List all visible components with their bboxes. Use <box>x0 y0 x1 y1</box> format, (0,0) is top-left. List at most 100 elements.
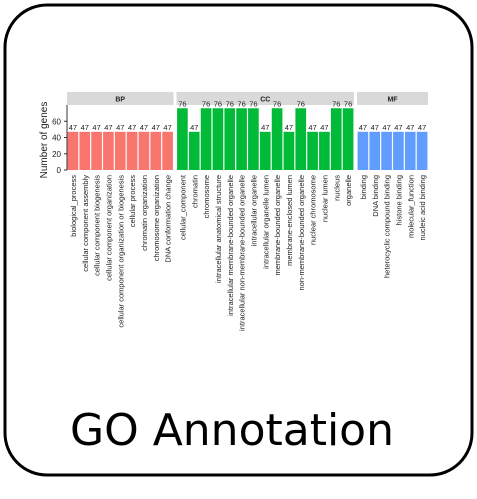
bar <box>103 131 114 170</box>
value-label: 47 <box>371 123 379 132</box>
x-tick-label: binding <box>359 175 368 199</box>
x-tick-label: non-membrane-bounded organelle <box>297 175 306 291</box>
value-label: 47 <box>152 123 160 132</box>
bar <box>393 131 404 170</box>
bar <box>114 131 126 170</box>
strip <box>357 92 428 105</box>
value-label: 47 <box>406 123 414 132</box>
value-label: 47 <box>418 123 426 132</box>
y-tick-label: 20 <box>52 150 61 159</box>
x-tick-label: cellular_component <box>178 174 187 240</box>
value-label: 47 <box>394 123 402 132</box>
value-label: 47 <box>382 123 390 132</box>
value-label: 76 <box>237 99 245 108</box>
x-tick-label: membrane-enclosed lumen <box>285 175 294 266</box>
value-label: 47 <box>128 123 136 132</box>
value-label: 47 <box>308 123 316 132</box>
x-tick-label: membrane-bounded organelle <box>273 175 282 276</box>
value-label: 47 <box>359 123 367 132</box>
bar <box>188 131 200 170</box>
x-tick-label: DNA binding <box>371 175 380 217</box>
value-label: 47 <box>285 123 293 132</box>
x-tick-label: chromosome organization <box>152 175 161 261</box>
value-label: 47 <box>81 123 89 132</box>
bar <box>271 108 283 170</box>
value-label: 47 <box>261 123 269 132</box>
bar <box>67 131 79 170</box>
card-border <box>3 3 474 477</box>
bar <box>212 108 224 170</box>
strip-label: CC <box>260 97 270 104</box>
x-tick-label: molecular_function <box>406 175 415 238</box>
y-tick-label: 0 <box>57 166 62 175</box>
value-label: 76 <box>226 99 234 108</box>
bar <box>295 108 307 170</box>
x-tick-label: cellular component organization <box>104 175 113 281</box>
bar <box>283 131 295 170</box>
x-tick-label: intracellular membrane-bounded organelle <box>226 175 235 316</box>
value-label: 76 <box>332 99 340 108</box>
x-tick-label: cellular component assembly <box>81 175 90 272</box>
bar <box>138 131 150 170</box>
x-tick-label: heterocyclic compound binding <box>383 175 392 278</box>
value-label: 47 <box>140 123 148 132</box>
bar <box>330 108 342 170</box>
bar <box>236 108 247 170</box>
value-label: 76 <box>249 99 257 108</box>
value-label: 47 <box>116 123 124 132</box>
x-tick-label: organelle <box>344 175 353 206</box>
x-tick-label: chromatin organization <box>140 175 149 251</box>
bar <box>248 108 259 170</box>
x-tick-label: intracellular organelle <box>249 175 258 246</box>
x-tick-label: cellular process <box>128 175 137 227</box>
bar <box>200 108 212 170</box>
strip-label: MF <box>387 97 398 104</box>
value-label: 76 <box>202 99 210 108</box>
x-tick-label: nucleus <box>332 175 341 201</box>
value-label: 47 <box>190 123 198 132</box>
bar <box>319 131 330 170</box>
bar <box>177 108 188 170</box>
bar <box>369 131 381 170</box>
value-label: 76 <box>344 99 352 108</box>
value-label: 76 <box>214 99 222 108</box>
bar <box>307 131 318 170</box>
x-tick-label: nucleic acid binding <box>418 175 427 240</box>
x-tick-label: DNA conformation change <box>164 175 173 263</box>
bar <box>381 131 392 170</box>
y-tick-label: 40 <box>52 134 61 143</box>
x-tick-label: intracellular anatomical structure <box>214 175 223 283</box>
strip-label: BP <box>115 97 125 104</box>
value-label: 47 <box>163 123 171 132</box>
bar <box>91 131 102 170</box>
bar <box>126 131 138 170</box>
y-tick-label: 60 <box>52 117 61 126</box>
value-label: 76 <box>297 99 305 108</box>
bar <box>357 131 369 170</box>
bar <box>224 108 236 170</box>
bar <box>342 108 354 170</box>
bar <box>162 131 173 170</box>
x-tick-label: chromosome <box>202 175 211 218</box>
strip <box>176 92 354 105</box>
bar <box>79 131 91 170</box>
value-label: 47 <box>320 123 328 132</box>
bar <box>404 131 416 170</box>
value-label: 47 <box>104 123 112 132</box>
x-tick-label: chromatin <box>190 175 199 208</box>
value-label: 76 <box>178 99 186 108</box>
bar <box>259 131 271 170</box>
x-tick-label: nuclear chromosome <box>309 175 318 245</box>
value-label: 76 <box>273 99 281 108</box>
value-label: 47 <box>69 123 77 132</box>
x-tick-label: intracellular non-membrane-bounded organ… <box>238 175 247 331</box>
strip <box>67 92 174 105</box>
y-axis-label: Number of genes <box>39 102 50 179</box>
caption: GO Annotation <box>70 405 394 456</box>
x-tick-label: cellular component biogenesis <box>93 175 102 276</box>
x-tick-label: nuclear lumen <box>320 175 329 222</box>
x-tick-label: intracellular organelle lumen <box>261 175 270 269</box>
x-tick-label: biological_process <box>69 175 78 237</box>
bar <box>150 131 162 170</box>
